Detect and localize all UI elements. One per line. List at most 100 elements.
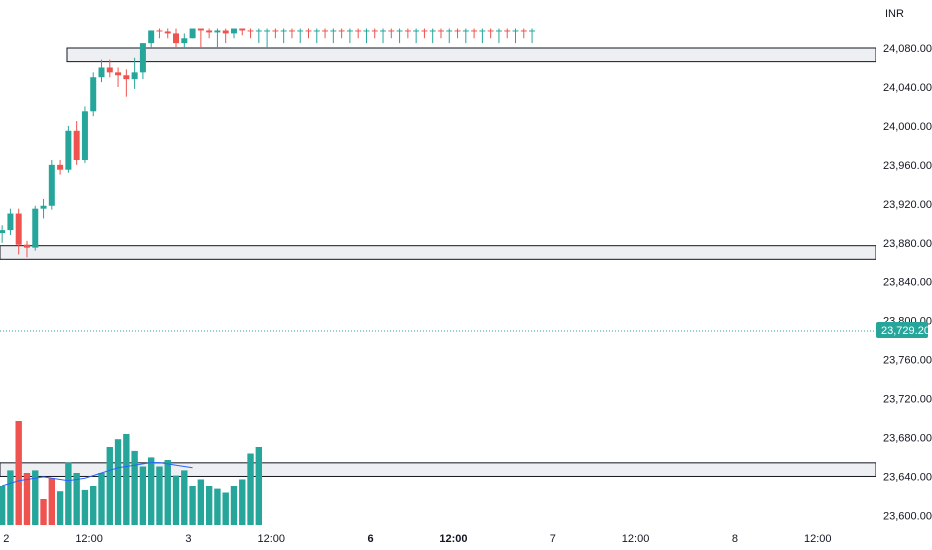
candle-body <box>264 30 271 32</box>
volume-bar <box>139 466 147 525</box>
y-axis-ticks: 24,080.00 24,040.00 24,000.00 23,960.00 23,9… <box>883 43 932 522</box>
candle-body <box>197 28 204 31</box>
candle-layer <box>0 28 536 258</box>
volume-layer <box>0 421 263 525</box>
candle-body <box>73 130 80 160</box>
candle-body <box>446 30 453 32</box>
volume-bar <box>197 479 205 525</box>
volume-bar <box>73 473 80 525</box>
y-tick-label: 23,960.00 <box>883 160 932 172</box>
volume-bar <box>172 475 180 525</box>
candle-body <box>189 28 196 39</box>
candle-body <box>48 164 55 206</box>
y-tick-label: 23,640.00 <box>883 471 932 483</box>
x-tick-label: 12:00 <box>622 533 650 545</box>
candle-body <box>479 30 486 32</box>
candle-body <box>346 30 353 32</box>
candle-body <box>181 38 188 44</box>
candle-body <box>272 30 279 32</box>
x-axis-ticks: 2 12:00 3 12:00 6 12:00 7 12:00 8 12:00 <box>3 533 831 545</box>
zone-2 <box>0 245 877 260</box>
candle-body <box>15 213 22 245</box>
volume-bar <box>114 439 122 525</box>
candle-body <box>305 30 312 32</box>
volume-bar <box>106 447 113 525</box>
candle-body <box>123 75 130 80</box>
volume-bar <box>123 434 130 525</box>
x-tick-label: 6 <box>368 533 374 545</box>
volume-bar <box>239 479 246 525</box>
y-tick-label: 24,040.00 <box>883 82 932 94</box>
candle-body <box>7 213 14 231</box>
y-tick-label: 24,080.00 <box>883 43 932 55</box>
candle-body <box>90 77 97 112</box>
candle-body <box>512 30 519 32</box>
candle-body <box>529 30 536 32</box>
volume-bar <box>205 486 213 525</box>
y-tick-label: 23,880.00 <box>883 238 932 250</box>
candle-body <box>57 164 64 170</box>
volume-bar <box>15 421 22 525</box>
volume-bar <box>181 470 188 525</box>
zone-3 <box>0 462 877 477</box>
candle-body <box>139 43 146 73</box>
label-layer: INR 23,729.20 <box>876 8 930 338</box>
y-tick-label: 23,920.00 <box>883 199 932 211</box>
y-tick-label: 23,720.00 <box>883 394 932 406</box>
candle-body <box>355 30 362 32</box>
candle-body <box>413 30 420 32</box>
candle-body <box>338 30 345 32</box>
candle-body <box>388 30 395 32</box>
candle-body <box>495 30 502 32</box>
y-tick-label: 23,680.00 <box>883 433 932 445</box>
candle-body <box>429 30 436 32</box>
current-price-badge <box>876 322 928 338</box>
volume-bar <box>189 486 196 525</box>
volume-bar <box>0 486 6 525</box>
volume-bar <box>255 447 263 525</box>
x-tick-label: 12:00 <box>75 533 103 545</box>
candle-body <box>173 33 180 44</box>
candle-body <box>421 30 428 32</box>
candle-body <box>404 30 411 32</box>
candle-body <box>462 30 469 32</box>
candle-body <box>106 67 113 73</box>
candle-body <box>40 205 47 209</box>
candle-body <box>437 30 444 32</box>
candle-body <box>81 111 88 160</box>
candle-body <box>371 30 378 32</box>
candle-body <box>380 30 387 32</box>
candle-body <box>0 230 6 234</box>
volume-ma-line <box>1 462 193 487</box>
x-tick-label: 12:00 <box>257 533 285 545</box>
candle-body <box>396 30 403 32</box>
volume-bar <box>214 488 221 525</box>
volume-bar <box>164 460 171 525</box>
current-price-label: 23,729.20 <box>881 325 930 337</box>
volume-bar <box>65 462 72 525</box>
y-tick-label: 23,760.00 <box>883 355 932 367</box>
candle-body <box>255 30 262 32</box>
candle-body <box>98 67 105 78</box>
candle-body <box>363 30 370 32</box>
candle-body <box>280 30 287 32</box>
volume-bar <box>230 486 238 525</box>
volume-bar <box>56 491 64 525</box>
zone-1 <box>66 47 877 63</box>
candle-body <box>313 30 320 32</box>
currency-label: INR <box>885 8 904 20</box>
zones-layer <box>0 47 877 477</box>
volume-bar <box>48 478 56 525</box>
candle-body <box>330 30 337 32</box>
y-tick-label: 23,840.00 <box>883 277 932 289</box>
candle-body <box>288 30 295 32</box>
candle-body <box>322 30 329 32</box>
volume-bar <box>7 470 14 525</box>
candle-body <box>164 31 171 34</box>
candle-body <box>65 130 72 170</box>
candle-body <box>247 30 254 32</box>
candle-body <box>206 30 213 33</box>
volume-bar <box>90 486 97 525</box>
